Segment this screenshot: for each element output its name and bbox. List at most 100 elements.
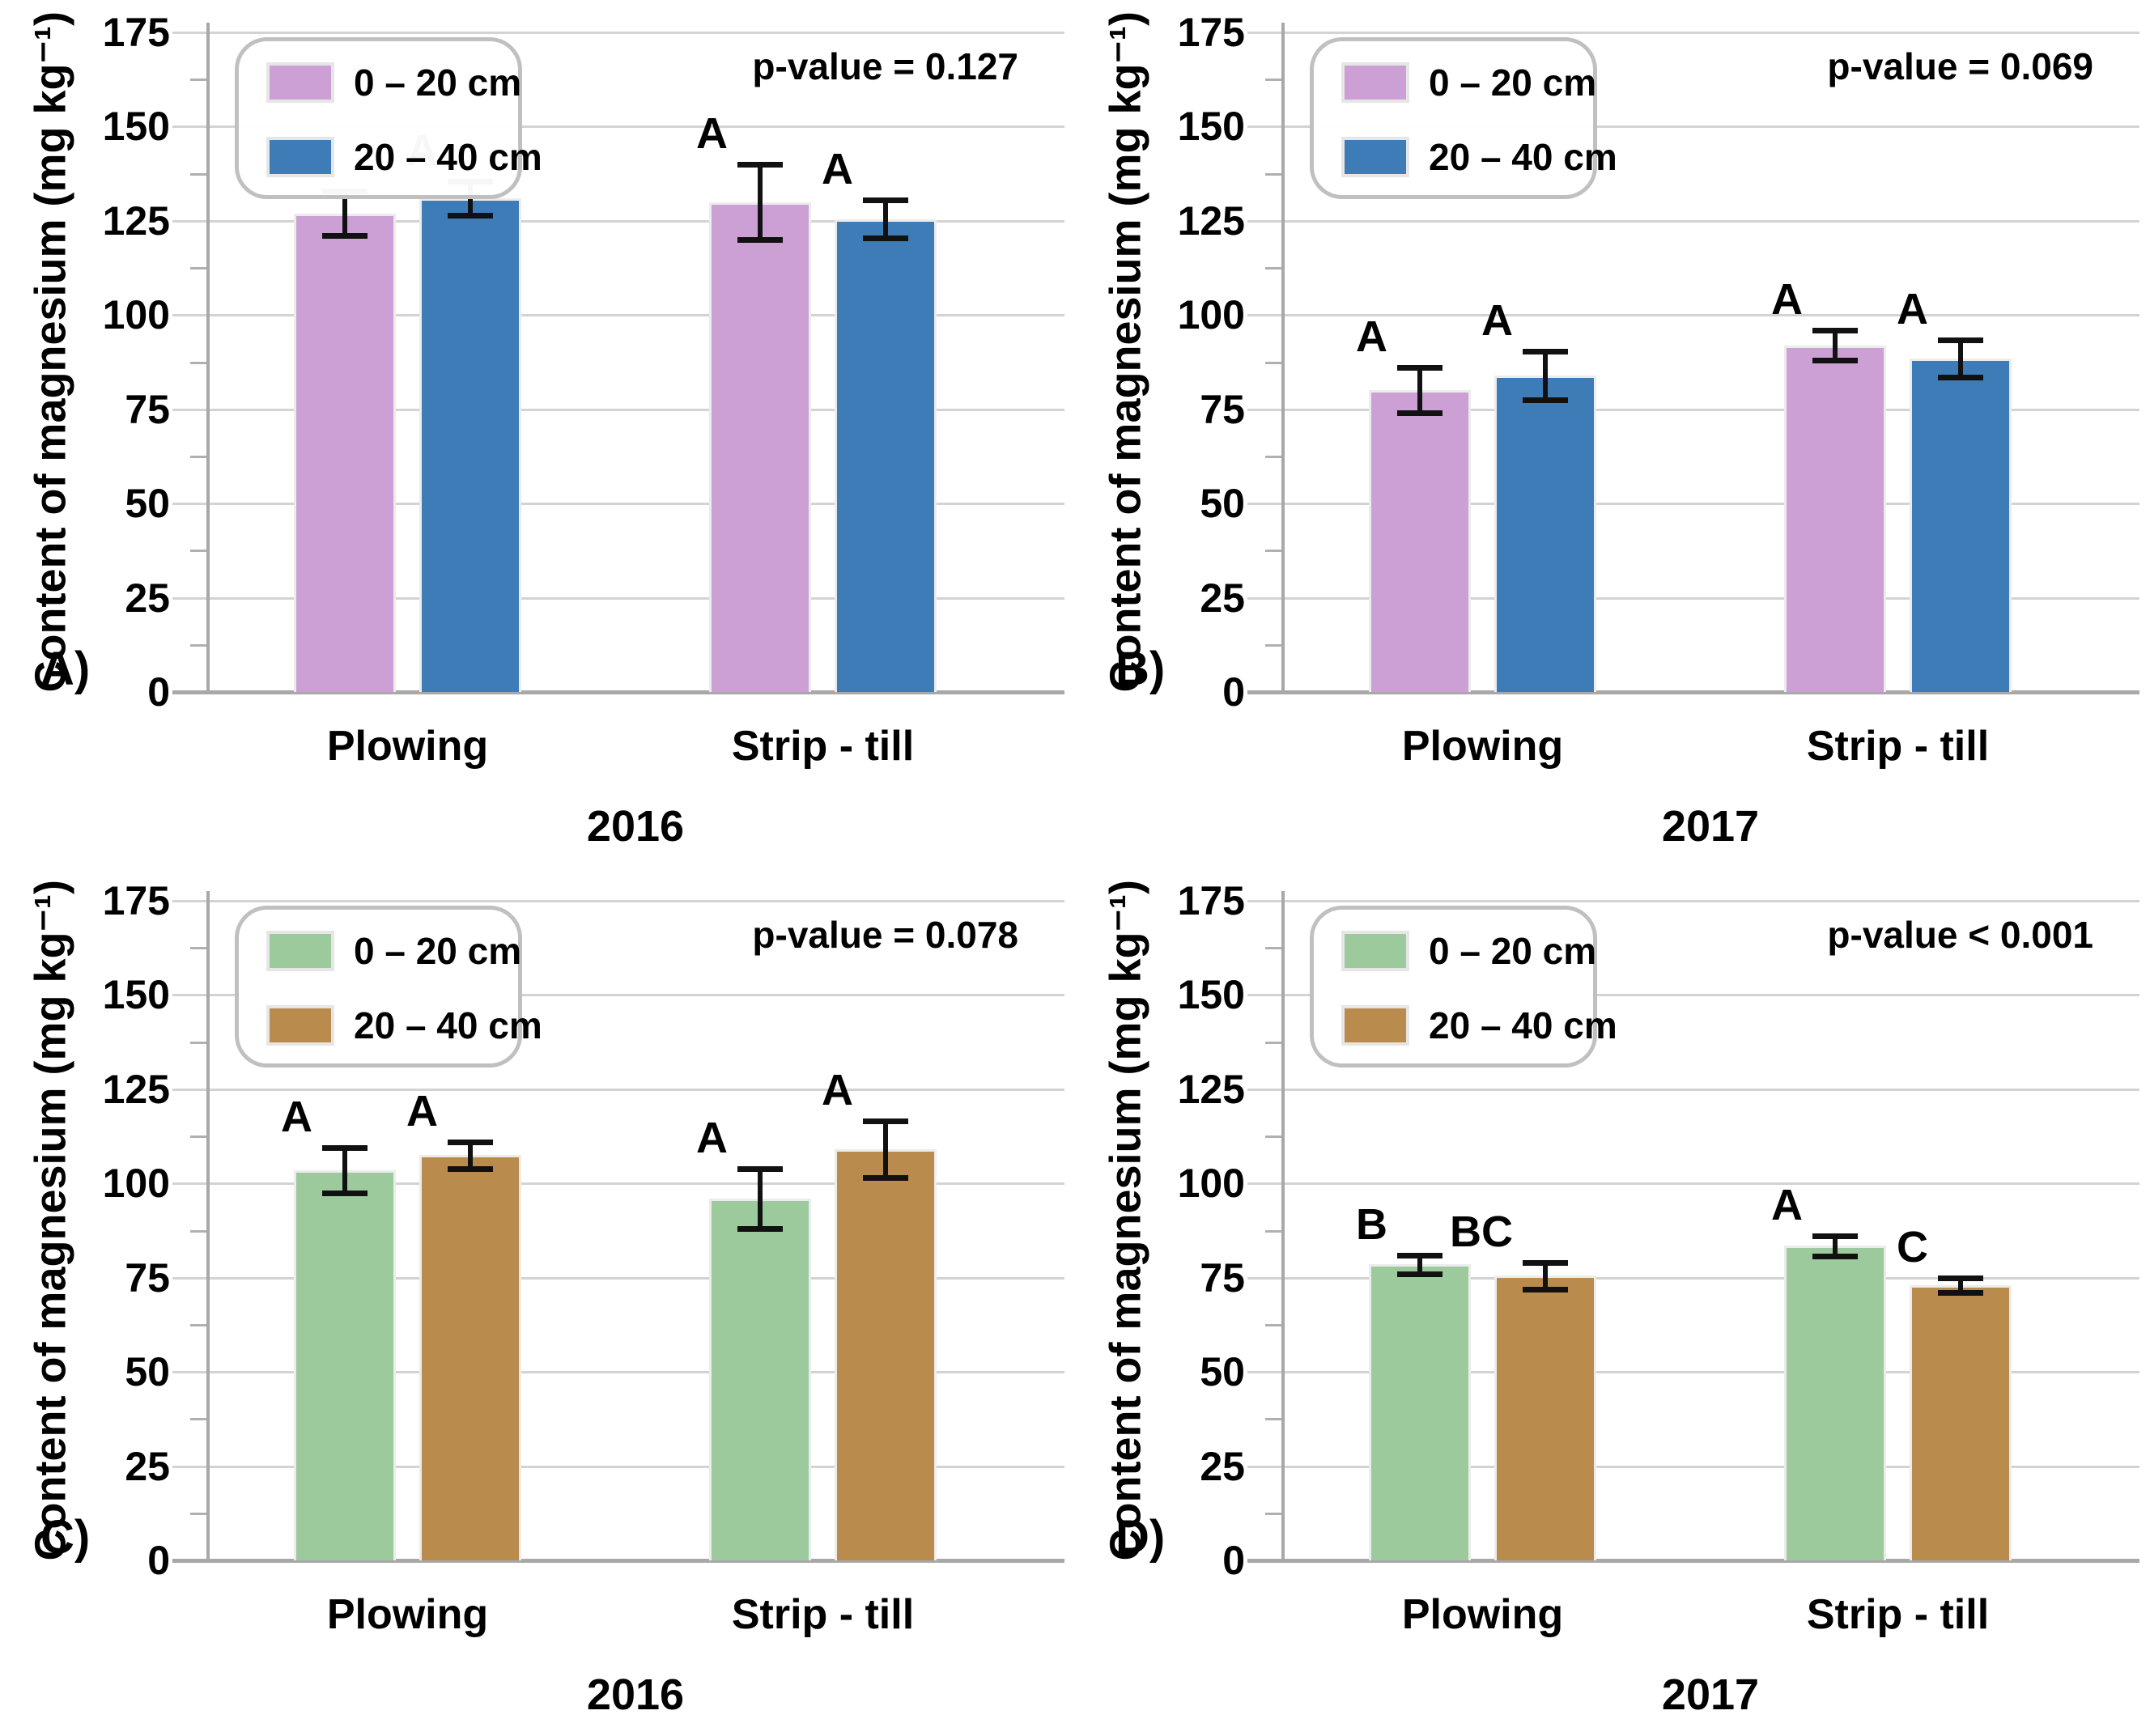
legend-swatch-20-40cm (266, 1005, 334, 1046)
y-axis-line (1281, 891, 1285, 1562)
legend-label-20-40cm: 20 – 40 cm (1429, 136, 1617, 178)
y-minor-tick (1265, 1418, 1281, 1421)
y-minor-tick (1265, 1323, 1281, 1326)
x-group-label-strip-till: Strip - till (1806, 1591, 1990, 1638)
legend-label-0-20cm: 0 – 20 cm (1429, 930, 1597, 972)
y-axis-line (1281, 23, 1285, 694)
error-bar-cap-bottom (1938, 375, 1983, 381)
y-minor-tick (190, 550, 206, 553)
y-minor-tick (190, 361, 206, 364)
y-tick-label-50: 50 (1200, 1349, 1245, 1395)
error-bar-line (758, 1168, 763, 1229)
significance-letter: C (1897, 1222, 1928, 1271)
x-axis-line (1247, 1559, 2139, 1563)
significance-letter: A (1356, 312, 1387, 362)
legend-label-20-40cm: 20 – 40 cm (1429, 1004, 1617, 1046)
gridline-y50 (172, 1371, 1064, 1374)
error-bar-line (1543, 350, 1548, 401)
y-minor-tick (1265, 267, 1281, 270)
bar-Strip-till-20–40cm (1910, 358, 2012, 692)
y-axis-line (206, 891, 210, 1562)
y-minor-tick (190, 455, 206, 458)
gridline-y25 (1247, 596, 2139, 600)
y-minor-tick (190, 1135, 206, 1139)
gridline-y175 (1247, 32, 2139, 34)
error-bar-cap-top (1812, 1233, 1858, 1239)
gridline-y75 (1247, 1276, 2139, 1280)
bar-Plowing-0–20cm (294, 1169, 396, 1560)
error-bar-line (342, 1148, 347, 1193)
gridline-y75 (172, 1276, 1064, 1280)
y-tick-label-0: 0 (147, 669, 170, 715)
legend-swatch-20-40cm (1341, 137, 1409, 177)
significance-letter: A (696, 1113, 728, 1162)
bar-Strip-till-0–20cm (1784, 1246, 1886, 1560)
error-bar-cap-bottom (1812, 1253, 1858, 1259)
error-bar-line (468, 1142, 473, 1169)
error-bar-line (342, 190, 347, 236)
error-bar-cap-bottom (737, 1226, 783, 1233)
gridline-y75 (172, 408, 1064, 411)
error-bar-line (1417, 367, 1422, 414)
y-tick-label-0: 0 (1222, 669, 1245, 715)
gridline-y25 (172, 596, 1064, 600)
error-bar-cap-top (863, 197, 908, 204)
bar-Plowing-0–20cm (294, 213, 396, 692)
y-tick-label-25: 25 (125, 1443, 170, 1489)
error-bar-line (1417, 1254, 1422, 1275)
legend-label-0-20cm: 0 – 20 cm (354, 930, 522, 972)
x-group-label-strip-till: Strip - till (731, 1591, 915, 1638)
significance-letter: A (822, 1066, 853, 1115)
panel-letter: D) (1115, 1511, 1166, 1564)
error-bar-cap-bottom (1523, 397, 1568, 404)
gridline-y50 (172, 503, 1064, 506)
x-axis-year-label: 2017 (1661, 802, 1760, 851)
gridline-y150 (172, 125, 1064, 129)
x-axis-year-label: 2017 (1661, 1670, 1760, 1719)
error-bar-cap-top (1938, 337, 1983, 343)
y-minor-tick (1265, 1229, 1281, 1233)
error-bar-cap-bottom (863, 235, 908, 241)
bar-Strip-till-20–40cm (835, 219, 937, 692)
significance-letter: A (696, 109, 728, 158)
significance-letter: BC (1450, 1208, 1513, 1257)
gridline-y150 (1247, 994, 2139, 997)
x-axis-year-label: 2016 (586, 802, 685, 851)
error-bar-cap-top (322, 1145, 368, 1152)
gridline-y125 (172, 219, 1064, 223)
error-bar-line (1543, 1263, 1548, 1289)
gridline-y125 (1247, 219, 2139, 223)
y-minor-tick (190, 1418, 206, 1421)
y-tick-label-0: 0 (147, 1538, 170, 1583)
panel-B: Content of magnesium (mg kg⁻¹) 0 25 50 75 100… (1075, 0, 2150, 868)
panel-letter: B) (1115, 643, 1166, 695)
error-bar-cap-top (448, 1140, 493, 1146)
legend-swatch-0-20cm (266, 931, 334, 971)
y-minor-tick (1265, 172, 1281, 176)
y-minor-tick (190, 172, 206, 176)
gridline-y75 (1247, 408, 2139, 411)
y-tick-label-75: 75 (125, 386, 170, 432)
bar-Plowing-20–40cm (419, 197, 521, 692)
legend: 0 – 20 cm 20 – 40 cm (235, 37, 542, 199)
y-tick-label-75: 75 (1200, 1254, 1245, 1301)
panel-D: Content of magnesium (mg kg⁻¹) 0 25 50 75 100… (1075, 868, 2150, 1736)
y-tick-label-50: 50 (125, 481, 170, 527)
x-group-label-plowing: Plowing (1401, 1591, 1564, 1638)
bar-Plowing-20–40cm (1494, 1275, 1596, 1560)
y-minor-tick (190, 79, 206, 82)
error-bar-cap-top (863, 1118, 908, 1125)
legend: 0 – 20 cm 20 – 40 cm (1310, 906, 1617, 1067)
y-tick-label-125: 125 (102, 197, 170, 244)
y-minor-tick (1265, 1135, 1281, 1139)
y-tick-label-100: 100 (102, 1161, 170, 1207)
y-minor-tick (190, 1512, 206, 1515)
bar-Plowing-0–20cm (1369, 390, 1471, 692)
y-tick-label-50: 50 (1200, 481, 1245, 527)
error-bar-line (758, 164, 763, 240)
y-tick-label-175: 175 (102, 10, 170, 55)
y-tick-label-125: 125 (1177, 197, 1245, 244)
error-bar-cap-bottom (1397, 1271, 1443, 1278)
error-bar-line (883, 1121, 888, 1178)
panel-C: Content of magnesium (mg kg⁻¹) 0 25 50 75 100… (0, 868, 1075, 1736)
